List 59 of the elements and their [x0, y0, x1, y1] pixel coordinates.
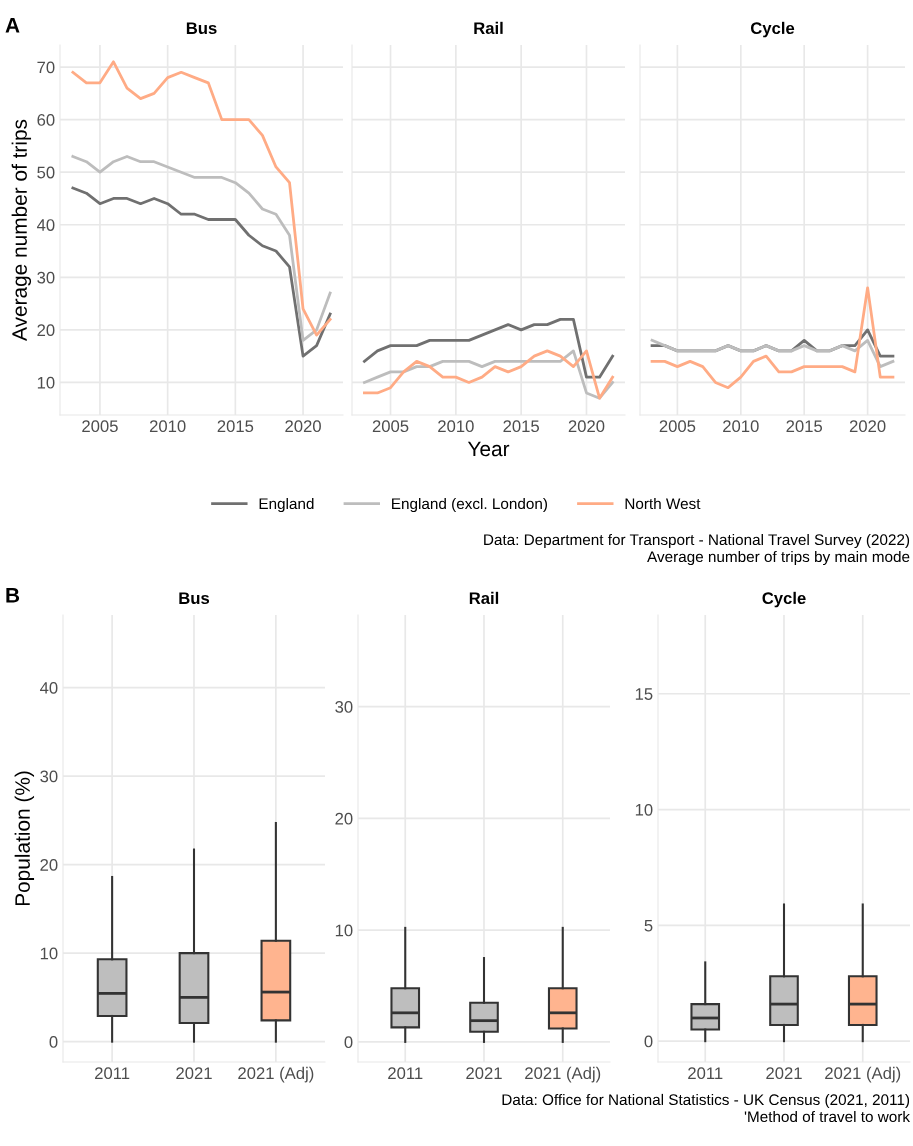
y-tick-label: 50 [37, 166, 55, 179]
x-tick-label: 2021 [766, 1067, 802, 1080]
x-tick-label: 2015 [503, 420, 539, 433]
y-tick-label: 30 [335, 701, 353, 713]
y-tick-label: 30 [37, 271, 55, 284]
y-tick-label: 10 [40, 947, 58, 960]
x-tick-label: 2021 [176, 1067, 212, 1080]
text: B [6, 588, 20, 603]
y-tick-label: 10 [635, 803, 653, 816]
y-tick-label: 5 [644, 919, 653, 932]
y-tick-label: 10 [37, 376, 55, 389]
chart-title: Cycle [750, 21, 795, 38]
text: Average number of trips by main mode [647, 550, 910, 566]
x-tick-label: 2011 [388, 1067, 423, 1080]
chart-title: Bus [186, 22, 217, 35]
x-axis-title: Year [467, 441, 510, 457]
text: Data: Department for Transport - National Travel Survey (2022) [484, 533, 910, 549]
x-tick-label: 2011 [95, 1067, 130, 1080]
x-tick-label: 2021 (Adj) [238, 1066, 314, 1083]
chart-title: Cycle [762, 591, 806, 608]
y-axis-title: Population (%) [14, 771, 35, 906]
y-tick-label: 40 [39, 681, 58, 694]
legend-label: North West [625, 497, 701, 510]
x-tick-label: 2021 (Adj) [825, 1066, 901, 1083]
y-tick-label: 0 [644, 1035, 653, 1048]
y-axis-title: Average number of trips [11, 119, 32, 341]
legend-label: England [259, 497, 314, 513]
x-tick-label: 2010 [149, 420, 186, 433]
x-tick-label: 2015 [217, 420, 254, 433]
y-tick-label: 0 [49, 1036, 58, 1048]
x-tick-label: 2010 [723, 420, 759, 433]
x-tick-label: 2020 [849, 420, 886, 433]
x-tick-label: 2005 [659, 420, 696, 433]
legend-label: England (excl. London) [392, 497, 547, 513]
text: Data: Office for National Statistics - UK Census (2021, 2011) [502, 1093, 910, 1109]
y-tick-label: 20 [37, 324, 55, 337]
y-tick-label: 20 [40, 859, 58, 871]
y-tick-label: 60 [37, 114, 55, 126]
x-tick-label: 2020 [285, 420, 321, 433]
y-tick-label: 10 [335, 924, 353, 937]
y-tick-label: 30 [40, 770, 58, 783]
y-tick-label: 40 [36, 219, 55, 231]
x-tick-label: 2011 [688, 1067, 723, 1080]
chart-title: Bus [179, 592, 210, 605]
x-tick-label: 2021 (Adj) [525, 1066, 601, 1083]
text: A [5, 18, 20, 33]
y-tick-label: 0 [344, 1036, 353, 1049]
chart-title: Rail [469, 591, 499, 605]
x-tick-label: 2005 [82, 420, 118, 433]
y-tick-label: 15 [635, 688, 653, 700]
x-tick-label: 2020 [568, 420, 605, 433]
x-tick-label: 2010 [438, 420, 474, 433]
x-tick-label: 2005 [372, 420, 409, 433]
y-tick-label: 20 [335, 812, 353, 825]
chart-title: Rail [474, 21, 503, 35]
text: 'Method of travel to work [744, 1110, 911, 1123]
x-tick-label: 2021 [466, 1067, 502, 1080]
x-tick-label: 2015 [786, 420, 823, 433]
y-tick-label: 70 [37, 61, 55, 74]
